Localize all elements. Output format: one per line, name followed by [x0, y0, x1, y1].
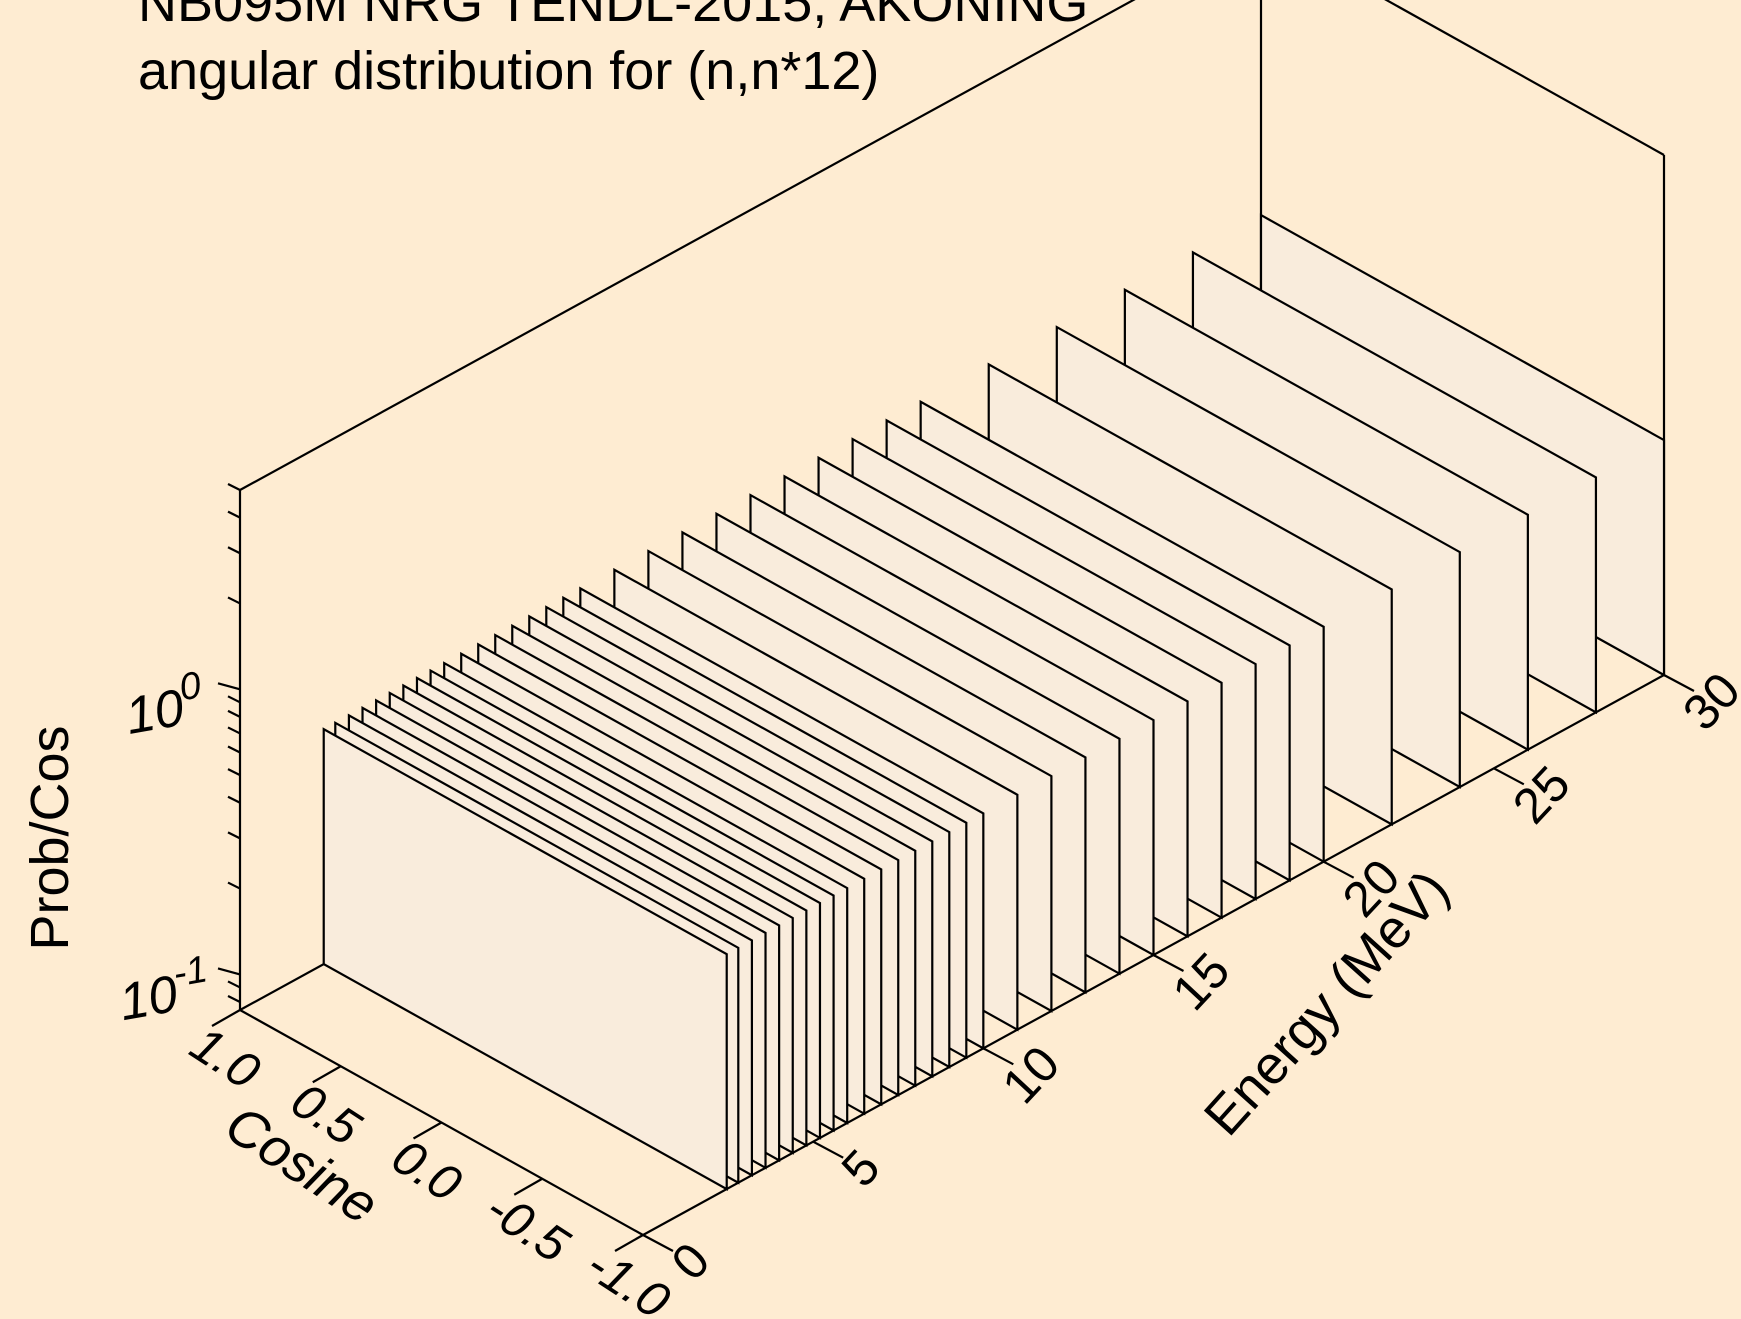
energy-tick [1323, 860, 1355, 879]
distribution-panel [322, 727, 728, 1191]
z-minor-tick [227, 881, 241, 890]
energy-tick [982, 1047, 1014, 1066]
back-wall-top-edge [239, 0, 1136, 491]
z-minor-tick [227, 980, 241, 989]
z-minor-tick [227, 745, 241, 754]
z-minor-tick [227, 795, 241, 804]
z-minor-tick [227, 483, 241, 491]
cosine-tick [513, 1177, 543, 1196]
side-wall-top-edge [1384, 0, 1665, 156]
energy-tick [1663, 674, 1695, 692]
energy-tick [1152, 954, 1185, 972]
distribution-panels [322, 213, 1666, 1191]
cosine-tick-label: 1.0 [181, 1015, 270, 1100]
z-minor-tick [227, 596, 241, 605]
chart-title-line-1: NB095M NRG TENDL-2015, AKONING [138, 0, 1089, 33]
z-minor-tick [227, 995, 241, 1003]
z-minor-tick [227, 768, 241, 777]
energy-tick [642, 1234, 674, 1252]
energy-tick [812, 1140, 844, 1159]
z-major-tick [217, 967, 241, 976]
cosine-tick [412, 1121, 443, 1140]
energy-axis-title: Energy (MeV) [1193, 859, 1460, 1147]
z-minor-tick [227, 726, 241, 735]
energy-tick [1493, 767, 1525, 786]
energy-tick-label: 25 [1502, 755, 1581, 834]
z-minor-tick [227, 709, 241, 718]
z-tick-label: 100 [119, 664, 209, 746]
z-axis-title: Prob/Cos [20, 725, 80, 950]
z-major-tick [217, 682, 241, 691]
energy-tick-label: 10 [991, 1035, 1070, 1114]
cosine-tick [312, 1065, 342, 1084]
z-minor-tick [227, 510, 241, 519]
cosine-tick [614, 1234, 644, 1252]
energy-tick-label: 30 [1672, 662, 1741, 741]
z-minor-tick [227, 695, 241, 704]
z-tick-label: 10-1 [113, 948, 215, 1032]
chart-title-line-2: angular distribution for (n,n*12) [138, 41, 880, 101]
energy-tick-label: 5 [831, 1139, 891, 1198]
cosine-tick [211, 1009, 241, 1027]
energy-tick-label: 15 [1162, 942, 1241, 1021]
z-minor-tick [227, 831, 241, 840]
z-minor-tick [227, 546, 241, 555]
cosine-tick-label: -0.5 [476, 1180, 579, 1274]
cosine-tick-label: 0.0 [382, 1128, 471, 1213]
